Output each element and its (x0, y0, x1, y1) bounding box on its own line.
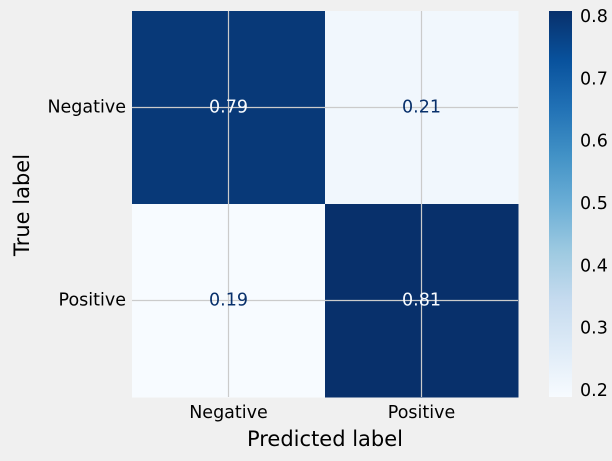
cell-value-label: 0.21 (402, 98, 441, 118)
y-tick-label: Negative (47, 98, 126, 118)
x-axis-ticks: Negative Positive (189, 403, 455, 423)
colorbar-tick-label: 0.7 (580, 69, 608, 89)
cell-value-labels: 0.79 0.21 0.19 0.81 (209, 98, 441, 311)
colorbar-tick-label: 0.3 (580, 319, 608, 339)
colorbar-tick-label: 0.2 (580, 381, 608, 401)
matrix-plot (132, 11, 519, 398)
colorbar-gradient (549, 11, 572, 397)
colorbar-tick-label: 0.5 (580, 194, 608, 214)
x-axis-title: Predicted label (247, 427, 403, 451)
cell-value-label: 0.81 (402, 291, 441, 311)
y-axis-ticks: Negative Positive (47, 98, 126, 311)
y-axis-title: True label (10, 154, 34, 257)
x-tick-label: Positive (388, 403, 455, 423)
colorbar: 0.2 0.3 0.4 0.5 0.6 0.7 0.8 (549, 7, 608, 401)
colorbar-tick-label: 0.4 (580, 256, 608, 276)
cell-value-label: 0.79 (209, 98, 248, 118)
colorbar-tick-label: 0.8 (580, 7, 608, 27)
colorbar-tick-label: 0.6 (580, 132, 608, 152)
cell-value-label: 0.19 (209, 291, 248, 311)
grid-lines (132, 11, 518, 397)
y-tick-label: Positive (59, 291, 126, 311)
colorbar-ticks: 0.2 0.3 0.4 0.5 0.6 0.7 0.8 (580, 7, 608, 401)
x-tick-label: Negative (189, 403, 268, 423)
